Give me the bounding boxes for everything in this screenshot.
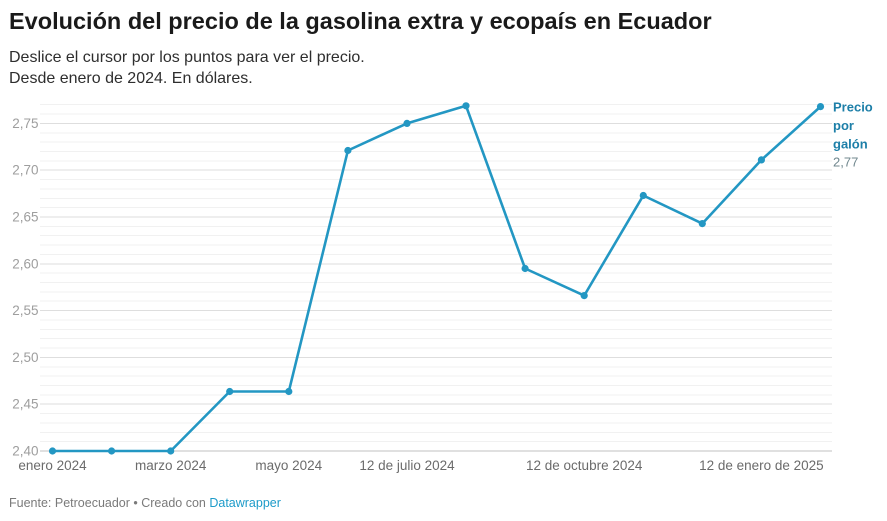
svg-text:2,70: 2,70: [12, 163, 38, 178]
svg-text:2,40: 2,40: [12, 444, 38, 459]
svg-text:2,65: 2,65: [12, 210, 38, 225]
svg-text:enero 2024: enero 2024: [18, 458, 87, 473]
svg-text:galón: galón: [833, 137, 868, 152]
svg-text:2,75: 2,75: [12, 116, 38, 131]
svg-text:12 de octubre 2024: 12 de octubre 2024: [526, 458, 643, 473]
svg-text:Precio: Precio: [833, 100, 873, 115]
svg-text:2,50: 2,50: [12, 350, 38, 365]
svg-text:2,45: 2,45: [12, 397, 38, 412]
svg-text:2,55: 2,55: [12, 303, 38, 318]
svg-text:12 de julio 2024: 12 de julio 2024: [359, 458, 455, 473]
svg-text:por: por: [833, 118, 854, 133]
svg-text:marzo 2024: marzo 2024: [135, 458, 207, 473]
svg-text:mayo 2024: mayo 2024: [255, 458, 322, 473]
svg-text:2,60: 2,60: [12, 256, 38, 271]
svg-text:2,77: 2,77: [833, 155, 858, 170]
svg-text:12 de enero de 2025: 12 de enero de 2025: [699, 458, 824, 473]
